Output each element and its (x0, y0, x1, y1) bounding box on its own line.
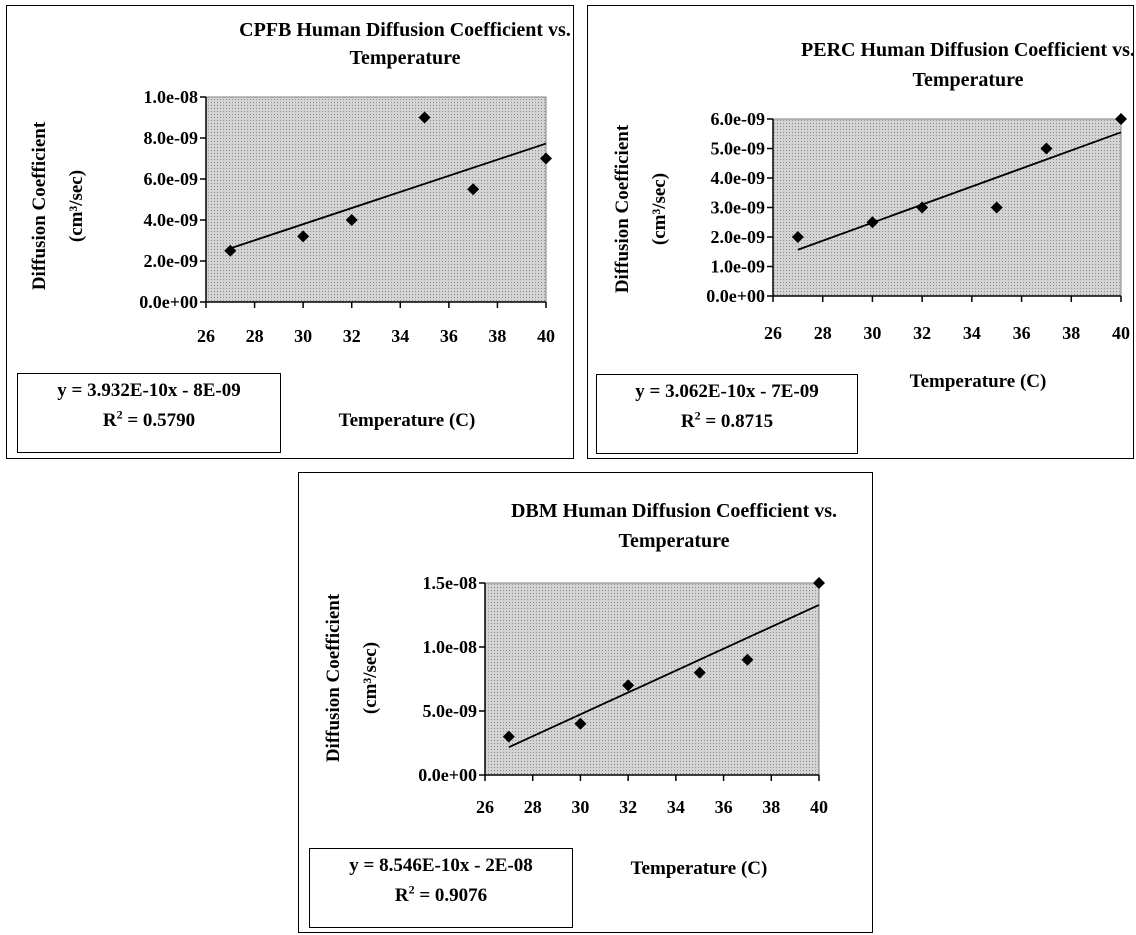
chart-panel-cpfb: CPFB Human Diffusion Coefficient vs. Temp… (6, 5, 574, 459)
plot-area (484, 582, 820, 776)
x-tick-label: 32 (619, 797, 637, 817)
y-tick-label: 0.0e+00 (418, 765, 477, 785)
x-tick-label: 34 (391, 326, 409, 346)
data-point (693, 666, 706, 679)
regression-equation: y = 3.932E-10x - 8E-09 (57, 380, 241, 401)
y-tick-label: 4.0e-09 (144, 210, 198, 230)
plot-area (772, 118, 1122, 297)
chart-title-line: Temperature (349, 47, 460, 69)
y-tick-label: 0.0e+00 (706, 286, 765, 306)
data-point (741, 653, 754, 666)
x-tick-label: 26 (476, 797, 494, 817)
chart-title-line: PERC Human Diffusion Coefficient vs. (801, 39, 1135, 61)
data-point (224, 244, 237, 257)
y-tick-label: 6.0e-09 (711, 109, 765, 129)
x-tick-label: 28 (524, 797, 542, 817)
y-tick-label: 8.0e-09 (144, 128, 198, 148)
y-tick-label: 6.0e-09 (144, 169, 198, 189)
equation-box: y = 3.062E-10x - 7E-09 R2 = 0.8715 (596, 374, 858, 454)
data-point (1115, 113, 1127, 125)
data-point (916, 201, 929, 214)
y-axis-unit: (cm³/sec) (649, 173, 670, 245)
x-tick-label: 26 (764, 323, 782, 343)
trendline (797, 131, 1122, 251)
x-tick-label: 40 (537, 326, 555, 346)
y-axis-label: Diffusion Coefficient (612, 124, 633, 293)
x-tick-label: 30 (863, 323, 881, 343)
data-point (418, 111, 431, 124)
chart-title-line: Temperature (912, 69, 1023, 91)
x-tick-label: 38 (1062, 323, 1080, 343)
data-point (467, 183, 480, 196)
y-tick-label: 0.0e+00 (139, 292, 198, 312)
x-tick-label: 30 (571, 797, 589, 817)
chart-panel-perc: PERC Human Diffusion Coefficient vs. Temp… (587, 5, 1135, 459)
chart-svg-perc: PERC Human Diffusion Coefficient vs. Temp… (612, 39, 1135, 392)
chart-svg-cpfb: CPFB Human Diffusion Coefficient vs. Temp… (29, 19, 571, 431)
chart-panel-dbm: DBM Human Diffusion Coefficient vs. Tempe… (298, 472, 873, 933)
x-tick-label: 36 (440, 326, 458, 346)
y-tick-label: 5.0e-09 (711, 139, 765, 159)
r-squared: R2 = 0.5790 (102, 407, 196, 431)
y-axis-unit: (cm³/sec) (360, 642, 381, 714)
data-point (1040, 142, 1053, 155)
y-tick-label: 5.0e-09 (423, 701, 477, 721)
data-point (502, 730, 515, 743)
y-axis-unit: (cm³/sec) (66, 170, 87, 242)
equation-box: y = 3.932E-10x - 8E-09 R2 = 0.5790 (17, 373, 281, 453)
x-tick-label: 40 (1112, 323, 1130, 343)
chart-svg-dbm: DBM Human Diffusion Coefficient vs. Tempe… (323, 500, 837, 879)
x-tick-label: 32 (343, 326, 361, 346)
chart-title-line: Temperature (618, 530, 729, 552)
y-axis-label: Diffusion Coefficient (323, 593, 344, 762)
r-squared: R2 = 0.9076 (394, 882, 488, 906)
regression-equation: y = 8.546E-10x - 2E-08 (349, 855, 533, 876)
x-axis-label: Temperature (C) (339, 410, 476, 431)
data-point (990, 201, 1003, 214)
x-axis-label: Temperature (C) (631, 858, 768, 879)
data-point (297, 230, 310, 243)
y-tick-label: 1.0e-08 (423, 637, 477, 657)
chart-title-line: DBM Human Diffusion Coefficient vs. (511, 500, 837, 522)
y-tick-label: 4.0e-09 (711, 168, 765, 188)
y-tick-label: 3.0e-09 (711, 198, 765, 218)
x-tick-label: 34 (667, 797, 685, 817)
data-point (813, 577, 825, 589)
data-point (866, 216, 879, 229)
equation-box: y = 8.546E-10x - 2E-08 R2 = 0.9076 (309, 848, 573, 928)
x-tick-label: 36 (1013, 323, 1031, 343)
x-tick-label: 40 (810, 797, 828, 817)
x-tick-label: 28 (246, 326, 264, 346)
x-tick-label: 28 (814, 323, 832, 343)
data-point (345, 214, 358, 226)
y-tick-label: 2.0e-09 (144, 251, 198, 271)
x-tick-label: 38 (762, 797, 780, 817)
y-tick-label: 1.0e-09 (711, 257, 765, 277)
data-point (791, 231, 804, 243)
x-tick-label: 38 (488, 326, 506, 346)
x-tick-label: 30 (294, 326, 312, 346)
x-tick-label: 26 (197, 326, 215, 346)
y-axis-label: Diffusion Coefficient (29, 121, 50, 290)
chart-title-line: CPFB Human Diffusion Coefficient vs. (239, 19, 571, 41)
data-point (574, 717, 587, 730)
x-axis-label: Temperature (C) (910, 371, 1047, 392)
x-tick-label: 36 (715, 797, 733, 817)
y-tick-label: 2.0e-09 (711, 227, 765, 247)
r-squared: R2 = 0.8715 (680, 408, 774, 432)
x-tick-label: 32 (913, 323, 931, 343)
data-point (622, 679, 635, 692)
trendline (230, 142, 547, 250)
trendline (508, 604, 820, 748)
x-tick-label: 34 (963, 323, 981, 343)
y-tick-label: 1.0e-08 (144, 87, 198, 107)
y-tick-label: 1.5e-08 (423, 573, 477, 593)
data-point (540, 152, 552, 165)
regression-equation: y = 3.062E-10x - 7E-09 (635, 381, 819, 402)
